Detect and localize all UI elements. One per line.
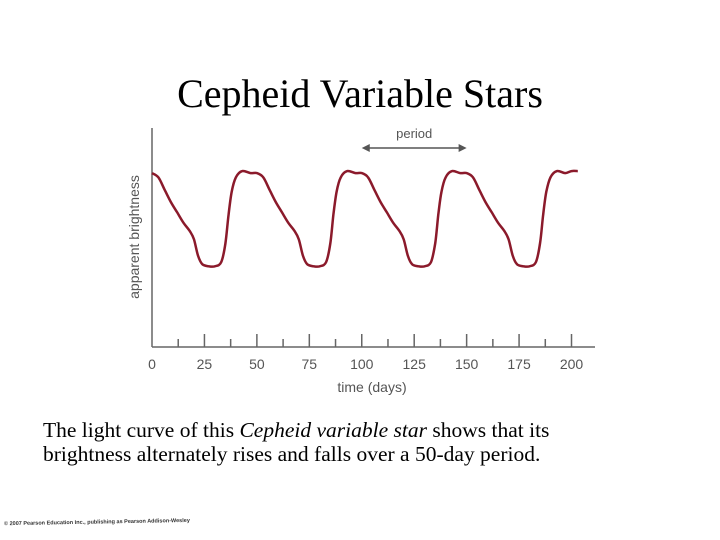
x-tick-label: 200 [560,356,584,372]
light-curve-chart: 0 25 50 75 100 125 150 175 200 period time (days… [126,126,595,395]
x-tick-label: 75 [302,356,318,372]
x-tick-label: 0 [148,356,156,372]
slide-title: Cepheid Variable Stars [177,71,543,116]
copyright-notice: © 2007 Pearson Education Inc., publishin… [3,517,190,528]
x-ticks: 0 25 50 75 100 125 150 175 200 [148,334,583,372]
x-tick-label: 25 [197,356,213,372]
period-arrow-right-head [458,144,467,152]
x-axis-label: time (days) [337,379,406,395]
period-annotation: period [361,126,467,152]
chart-axes [151,128,595,348]
x-tick-label: 125 [403,356,427,372]
caption-text-start: The light curve of this [43,418,240,442]
x-tick-label: 100 [350,356,374,372]
period-arrow-left-head [361,144,370,152]
series-layer [151,169,578,268]
caption: The light curve of this Cepheid variable… [43,418,643,466]
period-label: period [396,126,432,141]
axis-labels: time (days) apparent brightness [126,175,407,395]
x-tick-label: 150 [455,356,479,372]
x-tick-label: 175 [507,356,531,372]
caption-text-end: shows that its brightness alternately ri… [43,418,550,466]
x-tick-label: 50 [249,356,265,372]
y-axis-label: apparent brightness [126,175,142,299]
caption-emphasis: Cepheid variable star [239,418,427,442]
brightness-series-line [151,169,578,268]
